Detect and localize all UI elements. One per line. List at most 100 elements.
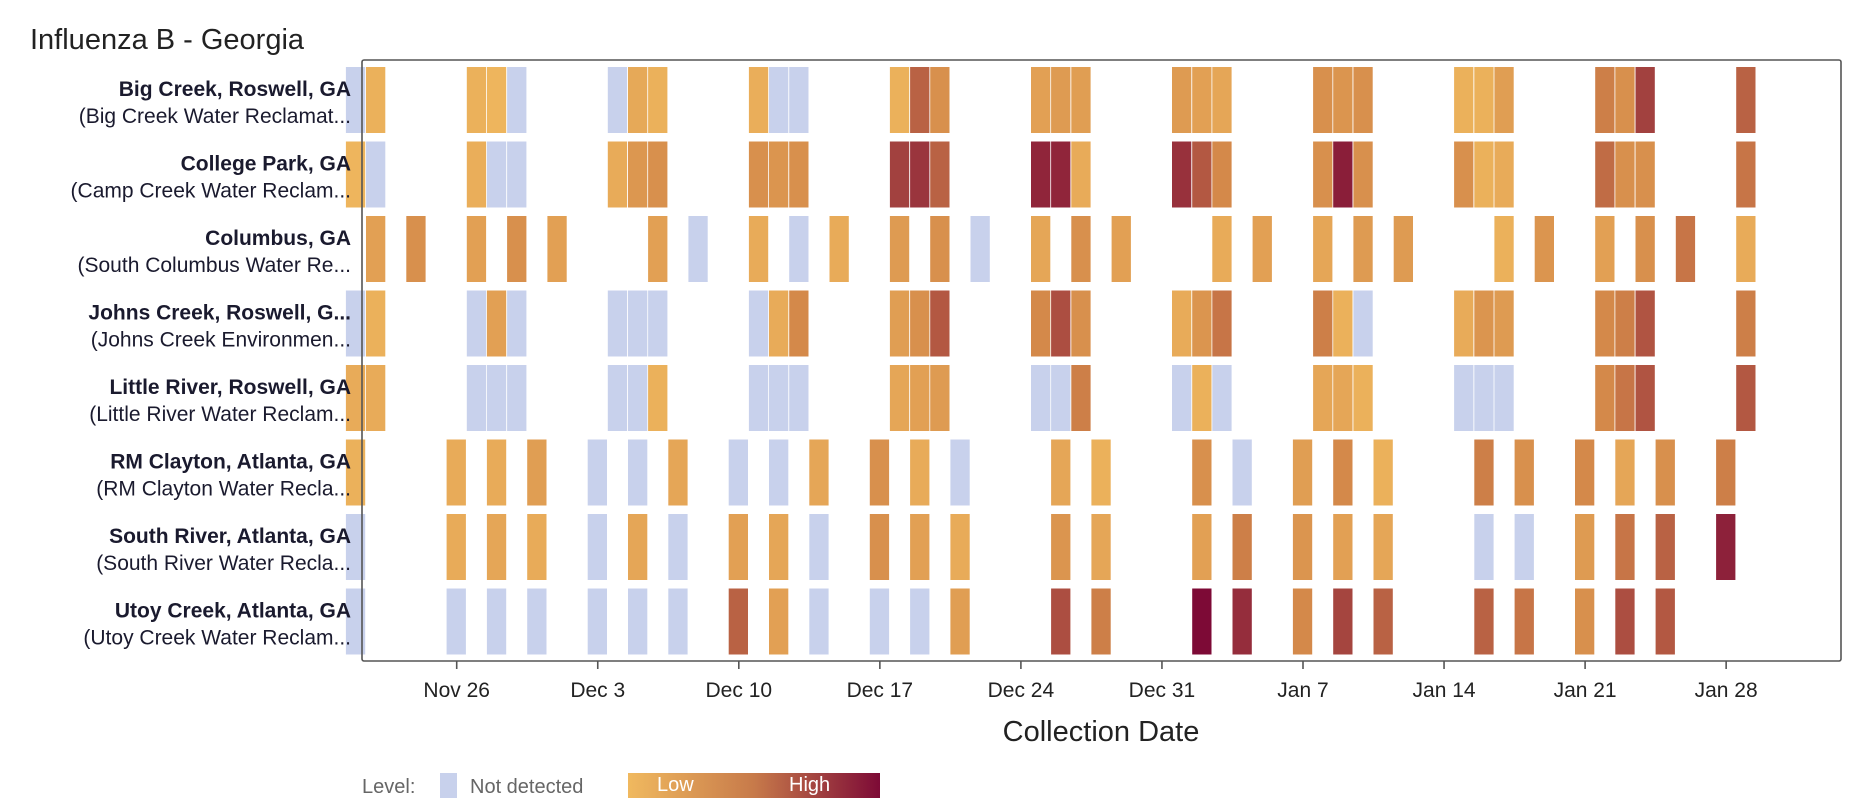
- heatmap-cell: [1716, 514, 1736, 580]
- heatmap-cell: [486, 290, 507, 357]
- heatmap-cell: [1333, 67, 1353, 133]
- heatmap-cell: [1031, 290, 1051, 357]
- heatmap-cell: [769, 588, 789, 655]
- heatmap-cell: [1736, 216, 1756, 282]
- heatmap-cell: [1716, 439, 1736, 506]
- heatmap-cell: [1454, 67, 1474, 133]
- row-site-label: Big Creek, Roswell, GA: [119, 78, 351, 101]
- heatmap-cell: [1051, 514, 1071, 580]
- heatmap-cell: [889, 141, 910, 208]
- heatmap-cell: [587, 514, 607, 580]
- heatmap-cell: [769, 67, 789, 133]
- heatmap-cell: [869, 588, 890, 655]
- heatmap-cell: [527, 588, 547, 655]
- heatmap-cell: [366, 141, 386, 208]
- row-facility-label: (South River Water Recla...: [96, 552, 351, 575]
- heatmap-cell: [910, 290, 930, 357]
- heatmap-cell: [668, 514, 688, 580]
- heatmap-cell: [728, 514, 748, 580]
- heatmap-cell: [1615, 588, 1635, 655]
- heatmap-cell: [1454, 290, 1474, 357]
- x-tick-label: Jan 28: [1695, 679, 1758, 702]
- heatmap-cell: [930, 67, 950, 133]
- heatmap-cell: [1474, 290, 1494, 357]
- row-site-label: RM Clayton, Atlanta, GA: [110, 451, 351, 474]
- heatmap-cell: [1051, 290, 1071, 357]
- row-site-label: Little River, Roswell, GA: [109, 376, 351, 399]
- heatmap-cell: [1534, 216, 1554, 282]
- legend: Level: Not detected Low High: [362, 773, 880, 798]
- heatmap-cell: [789, 216, 809, 282]
- heatmap-cell: [1353, 365, 1373, 431]
- heatmap-cell: [789, 365, 809, 431]
- heatmap-cell: [406, 216, 426, 282]
- heatmap-cell: [345, 290, 366, 357]
- heatmap-cell: [466, 141, 487, 208]
- heatmap-cell: [1736, 141, 1756, 208]
- heatmap-cell: [1353, 216, 1373, 282]
- heatmap-cell: [1474, 365, 1494, 431]
- heatmap-cell: [607, 290, 628, 357]
- heatmap-cell: [486, 141, 507, 208]
- heatmap-cell: [1051, 365, 1071, 431]
- heatmap-cell: [1454, 365, 1474, 431]
- heatmap-cell: [950, 588, 970, 655]
- heatmap-cell: [1333, 439, 1353, 506]
- heatmap-cell: [1514, 439, 1534, 506]
- heatmap-cell: [648, 290, 668, 357]
- heatmap-cell: [1031, 216, 1051, 282]
- heatmap-cell: [1373, 588, 1393, 655]
- chart-title: Influenza B - Georgia: [30, 24, 305, 56]
- heatmap-cell: [1675, 216, 1696, 282]
- heatmap-cell: [748, 290, 769, 357]
- heatmap-cell: [1635, 141, 1655, 208]
- heatmap-cell: [869, 514, 890, 580]
- heatmap-cell: [1635, 216, 1655, 282]
- heatmap-cell: [1313, 365, 1333, 431]
- heatmap-cell: [1736, 365, 1756, 431]
- heatmap-cell: [1192, 439, 1212, 506]
- heatmap-cell: [1172, 141, 1192, 208]
- heatmap-cell: [1333, 514, 1353, 580]
- x-tick-label: Jan 7: [1277, 679, 1328, 702]
- heatmap-cell: [1373, 439, 1393, 506]
- heatmap-cell: [1615, 67, 1635, 133]
- heatmap-cell: [1051, 588, 1071, 655]
- heatmap-cell: [809, 439, 829, 506]
- plot-frame: [361, 59, 1842, 662]
- heatmap-cell: [628, 439, 648, 506]
- heatmap-cell: [1091, 588, 1111, 655]
- heatmap-cell: [1212, 141, 1232, 208]
- heatmap-cell: [748, 365, 769, 431]
- heatmap-cell: [507, 365, 527, 431]
- heatmap-cell: [486, 439, 507, 506]
- heatmap-cell: [507, 141, 527, 208]
- heatmap-cell: [1575, 588, 1595, 655]
- heatmap-cell: [1655, 514, 1675, 580]
- heatmap-cell: [466, 67, 487, 133]
- heatmap-cell: [1635, 67, 1655, 133]
- heatmap-cell: [1615, 365, 1635, 431]
- heatmap-cell: [950, 439, 970, 506]
- heatmap-cell: [748, 216, 769, 282]
- heatmap-cell: [486, 365, 507, 431]
- row-facility-label: (Big Creek Water Reclamat...: [79, 105, 351, 128]
- heatmap-cell: [789, 141, 809, 208]
- heatmap-cell: [910, 588, 930, 655]
- x-tick-label: Dec 10: [706, 679, 773, 702]
- heatmap-cell: [648, 67, 668, 133]
- heatmap-cell: [1313, 216, 1333, 282]
- x-tick-label: Dec 24: [988, 679, 1055, 702]
- heatmap-cell: [466, 290, 487, 357]
- row-facility-label: (Camp Creek Water Reclam...: [71, 180, 351, 203]
- heatmap-cell: [1595, 365, 1615, 431]
- heatmap-cell: [1313, 67, 1333, 133]
- heatmap-cell: [648, 216, 668, 282]
- heatmap-cell: [970, 216, 990, 282]
- heatmap-cell: [1494, 141, 1514, 208]
- heatmap-cell: [1635, 365, 1655, 431]
- heatmap-cell: [910, 514, 930, 580]
- row-facility-label: (Little River Water Reclam...: [89, 403, 351, 426]
- heatmap-cell: [1615, 514, 1635, 580]
- heatmap-cell: [366, 216, 386, 282]
